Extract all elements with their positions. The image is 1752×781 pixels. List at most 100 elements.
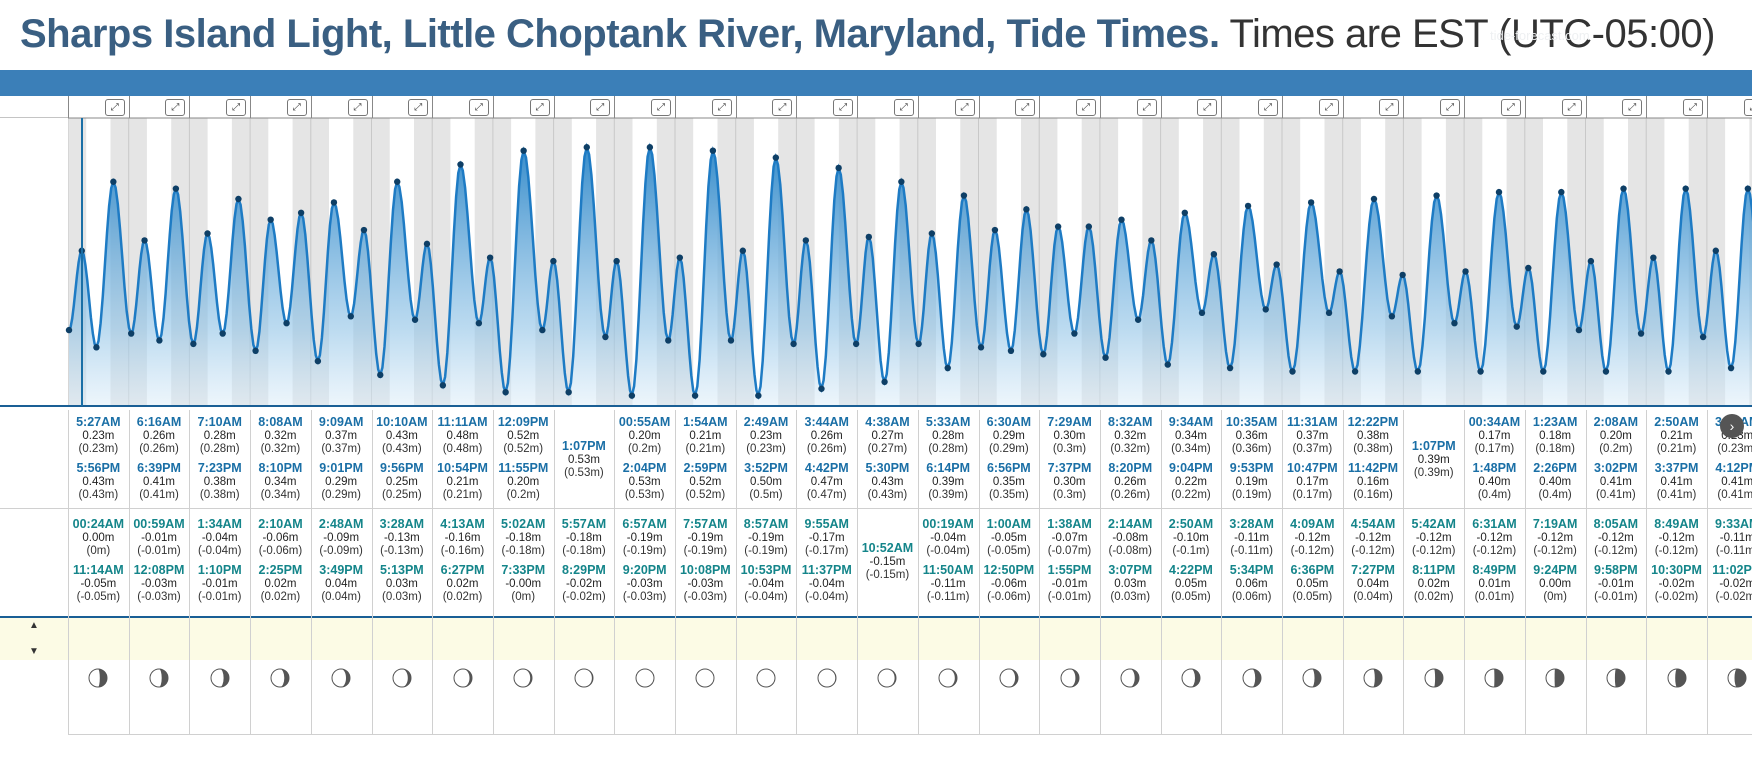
tide-height: -0.12m — [1658, 531, 1695, 544]
tide-height-alt: (0.25m) — [382, 489, 422, 501]
expand-day-button[interactable]: ⤢ — [772, 99, 793, 116]
expand-day-button[interactable]: ⤢ — [651, 99, 671, 116]
high-tide-point — [423, 240, 431, 248]
expand-day-button[interactable]: ⤢ — [408, 99, 429, 116]
expand-day-button[interactable]: ⤢ — [165, 99, 186, 116]
moon-phase-icon — [999, 668, 1019, 688]
moon-phase-icon — [1727, 668, 1747, 688]
tide-height-alt: (0m) — [511, 591, 536, 603]
expand-day-button[interactable]: ⤢ — [1197, 99, 1218, 116]
low-tide-point — [252, 347, 259, 354]
tide-height: -0.04m — [808, 577, 845, 590]
tide-height: -0.05m — [80, 577, 117, 590]
tide-time: 3:28AM — [379, 517, 425, 531]
tide-height-alt: (-0.17m) — [805, 545, 849, 557]
high-tide-cell: 12:22PM 0.38m (0.38m) — [1343, 415, 1404, 457]
tide-height: 0.20m — [628, 429, 661, 442]
expand-day-button[interactable]: ⤢ — [1743, 99, 1752, 116]
high-tide-cell: 7:23PM 0.38m (0.38m) — [189, 461, 250, 503]
tide-time: 4:38AM — [865, 415, 910, 429]
tide-height: 0.05m — [1174, 577, 1207, 590]
expand-day-button[interactable]: ⤢ — [893, 99, 914, 116]
low-tide-point — [628, 392, 636, 399]
high-tide-point — [1370, 195, 1378, 203]
sun-arrows-icon: ▲ — [29, 620, 39, 631]
expand-day-button[interactable]: ⤢ — [590, 99, 611, 116]
tide-time: 2:50AM — [1654, 415, 1699, 429]
expand-day-button[interactable]: ⤢ — [1622, 99, 1643, 116]
tide-height-alt: (-0.16m) — [440, 545, 485, 557]
tide-time: 5:34PM — [1229, 563, 1274, 577]
high-tide-point — [1118, 216, 1125, 223]
tide-time: 1:23AM — [1532, 415, 1578, 429]
high-tide-point — [1399, 271, 1406, 279]
expand-day-button[interactable]: ⤢ — [711, 99, 732, 116]
high-tide-cell: 2:49AM 0.23m (0.23m) — [736, 415, 797, 457]
weekday-divider — [1282, 96, 1283, 118]
expand-day-button[interactable]: ⤢ — [1561, 99, 1582, 116]
expand-day-button[interactable]: ⤢ — [1075, 99, 1096, 116]
tide-height-alt: (0.29m) — [321, 489, 361, 501]
tide-height: -0.03m — [687, 577, 724, 590]
tide-height: 0.38m — [1357, 429, 1390, 442]
tide-height: -0.01m — [141, 531, 177, 544]
tide-height-alt: (0.05m) — [1292, 591, 1333, 603]
expand-day-button[interactable]: ⤢ — [1015, 99, 1036, 116]
scroll-right-button[interactable]: › — [1720, 414, 1744, 438]
expand-day-button[interactable]: ⤢ — [1136, 99, 1157, 116]
expand-day-button[interactable]: ⤢ — [1682, 99, 1703, 116]
low-tide-point — [1134, 316, 1142, 323]
tide-time: 6:36PM — [1290, 563, 1335, 577]
high-tide-point — [1148, 237, 1155, 244]
expand-day-button[interactable]: ⤢ — [286, 99, 307, 116]
expand-day-button[interactable]: ⤢ — [1500, 99, 1521, 116]
expand-day-button[interactable]: ⤢ — [529, 99, 550, 116]
high-tide-point — [1462, 268, 1469, 275]
tide-height: 0.05m — [1296, 577, 1329, 590]
tide-height: -0.04m — [748, 577, 784, 590]
expand-day-button[interactable]: ⤢ — [1379, 99, 1400, 116]
tide-height-alt: (-0.05m) — [76, 591, 121, 603]
tide-time: 6:56PM — [986, 461, 1031, 475]
high-tide-cell: 8:32AM 0.32m (0.32m) — [1100, 415, 1161, 457]
tide-time: 9:53PM — [1229, 461, 1274, 475]
tide-time: 8:49PM — [1472, 563, 1517, 577]
column-divider — [1646, 410, 1648, 734]
tide-height-alt: (0.28m) — [199, 443, 240, 455]
tide-time: 3:52PM — [744, 461, 788, 475]
high-tide-point — [1307, 199, 1315, 206]
tide-height-alt: (-0.11m) — [926, 591, 970, 603]
tide-height: 0.37m — [1296, 429, 1329, 442]
date-label — [675, 70, 736, 96]
low-tide-point — [1477, 368, 1484, 375]
tide-height-alt: (0.04m) — [321, 591, 361, 603]
expand-day-button[interactable]: ⤢ — [468, 99, 489, 116]
expand-day-button[interactable]: ⤢ — [833, 99, 854, 116]
tide-height: 0.21m — [1660, 429, 1693, 442]
expand-day-button[interactable]: ⤢ — [954, 99, 975, 116]
tide-height: 0.02m — [264, 577, 297, 590]
high-tide-cell: 9:34AM 0.34m (0.34m) — [1161, 415, 1222, 457]
high-tide-point — [1210, 251, 1218, 258]
tide-time: 3:28AM — [1229, 517, 1274, 531]
column-divider — [1464, 410, 1466, 734]
high-tide-point — [172, 185, 180, 192]
expand-day-button[interactable]: ⤢ — [226, 99, 247, 116]
high-tide-cell: 00:55AM 0.20m (0.2m) — [614, 415, 675, 457]
high-tide-point — [802, 237, 810, 244]
tide-height: 0.23m — [82, 429, 115, 442]
tide-height: 0.04m — [325, 577, 358, 590]
expand-day-button[interactable]: ⤢ — [104, 99, 125, 116]
expand-day-button[interactable]: ⤢ — [1258, 99, 1278, 116]
tide-height: 0.04m — [1357, 577, 1390, 590]
tide-height-alt: (0.43m) — [78, 489, 119, 501]
expand-day-button[interactable]: ⤢ — [1318, 99, 1339, 116]
date-label — [1403, 70, 1464, 96]
expand-day-button[interactable]: ⤢ — [1440, 99, 1461, 116]
tide-height-alt: (-0.04m) — [926, 545, 970, 557]
low-tide-cell: 10:52AM -0.15m (-0.15m) — [857, 541, 918, 583]
low-tide-point — [1164, 361, 1171, 368]
tide-time: 6:31AM — [1472, 517, 1517, 531]
high-tide-point — [928, 230, 936, 237]
expand-day-button[interactable]: ⤢ — [347, 99, 368, 116]
